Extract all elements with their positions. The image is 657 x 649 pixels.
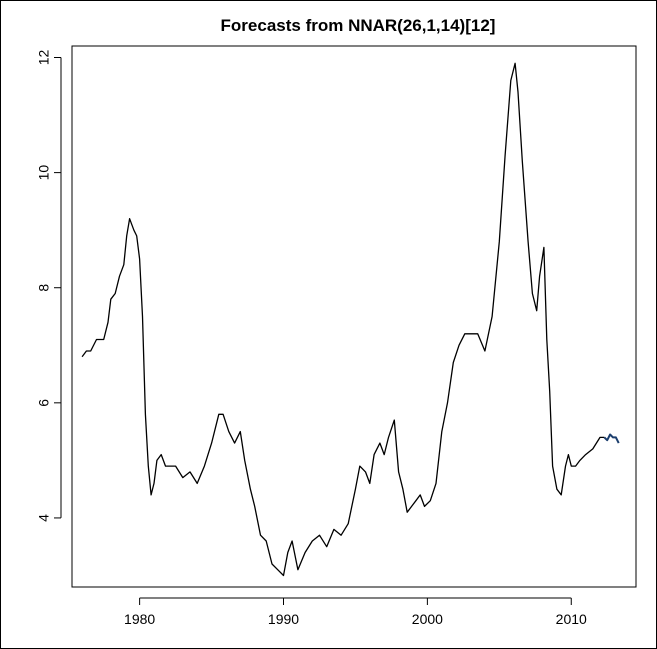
chart-title: Forecasts from NNAR(26,1,14)[12] (221, 16, 496, 35)
y-tick-label: 8 (36, 284, 52, 292)
x-tick-label: 1980 (124, 611, 155, 627)
x-tick-label: 1990 (268, 611, 299, 627)
series-lines (81, 62, 620, 577)
y-tick-label: 4 (36, 514, 52, 522)
y-tick-label: 12 (36, 50, 52, 66)
observed-series-line (81, 62, 605, 577)
y-tick-label: 6 (36, 399, 52, 407)
axes: 1980 1990 2000 2010 4 6 8 10 12 (36, 50, 587, 627)
x-tick-label: 2010 (556, 611, 587, 627)
forecast-series-line (603, 433, 620, 444)
x-tick-label: 2000 (412, 611, 443, 627)
y-tick-label: 10 (36, 165, 52, 181)
plot-area-border (71, 45, 637, 588)
